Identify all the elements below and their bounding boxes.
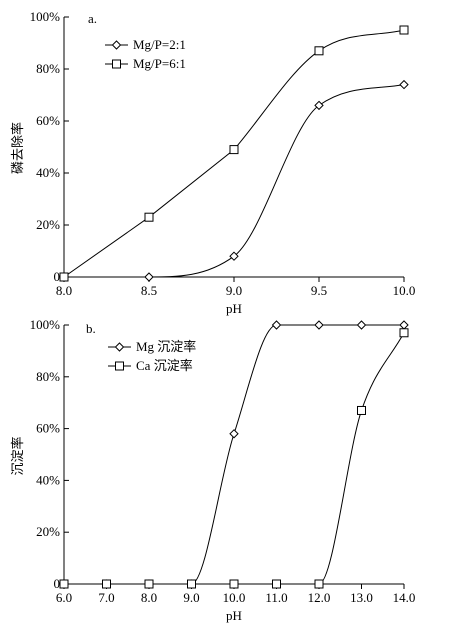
panel-b-series-2-point (102, 579, 111, 589)
panel-a-x-tick-label: 8.5 (141, 283, 157, 298)
panel-a-series-1-point (144, 272, 154, 282)
panel-a-series-2-point (314, 46, 324, 56)
panel-a-series-2-point (399, 25, 409, 35)
panel-a-y-tick-label: 40% (36, 165, 60, 180)
panel-b-y-tick-label: 80% (36, 369, 60, 384)
panel-a-x-tick-label: 9.0 (226, 283, 242, 298)
panel-b-series-2-point (399, 328, 409, 338)
panel-b-x-tick-label: 14.0 (393, 590, 416, 605)
panel-a-series-1-point (399, 79, 409, 90)
panel-a-series-2-point (59, 272, 69, 282)
panel-b-series-1-point (356, 320, 367, 330)
panel-b-x-tick-label: 7.0 (98, 590, 114, 605)
panel-b-x-tick-label: 11.0 (265, 590, 287, 605)
panel-b-y-tick-label: 40% (36, 472, 60, 487)
panel-a-legend-marker-1 (111, 40, 122, 50)
panel-b-legend-marker-2 (115, 361, 124, 371)
panel-a-series-2-point (229, 145, 239, 155)
panel-b-series-1-point (314, 320, 324, 330)
panel-b-y-tick-label: 60% (36, 421, 60, 436)
panel-b-legend-marker-1 (114, 342, 125, 352)
panel-b-legend-label-1: Mg 沉淀率 (136, 339, 196, 354)
panel-a-x-tick-label: 8.0 (56, 283, 72, 298)
panel-b-series-2-point (187, 579, 196, 589)
panel-b-x-tick-label: 8.0 (141, 590, 157, 605)
panel-b-y-tick-label: 20% (36, 524, 60, 539)
panel-a-x-tick-label: 10.0 (393, 283, 416, 298)
panel-b-y-tick-label: 0 (54, 576, 61, 591)
panel-b-series-1-point (399, 320, 409, 330)
panel-a-legend-label-2: Mg/P=6:1 (133, 56, 186, 71)
panel-a-legend-marker-2 (112, 59, 121, 69)
panel-b-series-2-point (59, 579, 69, 589)
panel-b-legend-label-2: Ca 沉淀率 (136, 358, 193, 373)
panel-a-series-1-point (314, 100, 324, 111)
panel-a-series-1-point (229, 251, 239, 261)
panel-a-series-2-point (144, 212, 154, 222)
panel-a-y-tick-label: 20% (36, 217, 60, 232)
panel-a-y-tick-label: 0 (54, 269, 61, 284)
panel-a-label: a. (88, 11, 97, 26)
panel-b-series-1-point (229, 429, 239, 439)
panel-b-x-tick-label: 9.0 (183, 590, 199, 605)
panel-b-x-axis-title: pH (226, 608, 242, 623)
panel-a-x-tick-label: 9.5 (311, 283, 327, 298)
panel-b-x-tick-label: 6.0 (56, 590, 72, 605)
panel-a-series-line-1 (64, 84, 405, 278)
panel-b-x-tick-label: 12.0 (308, 590, 331, 605)
panel-a-x-axis-title: pH (226, 301, 242, 316)
panel-b-series-2-point (229, 579, 239, 589)
panel-a-legend-label-1: Mg/P=2:1 (133, 37, 186, 52)
panel-b-label: b. (86, 321, 96, 336)
panel-a-y-tick-label: 80% (36, 61, 60, 76)
panel-b-series-line-2 (64, 332, 405, 585)
panel-b-x-tick-label: 10.0 (223, 590, 246, 605)
panel-b-series-2-point (314, 579, 324, 589)
panel-a-series-line-2 (63, 29, 405, 278)
panel-a-y-axis-title: 磷去除率 (10, 122, 26, 174)
panel-a-y-tick-label: 60% (36, 113, 60, 128)
panel-b-series-2-point (272, 579, 281, 589)
panel-b-series-1-point (271, 320, 282, 330)
panel-b-series-2-point (357, 405, 366, 415)
panel-a-y-tick-label: 100% (30, 9, 61, 24)
panel-b-y-axis-title: 沉淀率 (10, 436, 26, 475)
panel-b-series-2-point (144, 579, 154, 589)
panel-b-y-tick-label: 100% (30, 317, 61, 332)
panel-b-x-tick-label: 13.0 (350, 590, 373, 605)
